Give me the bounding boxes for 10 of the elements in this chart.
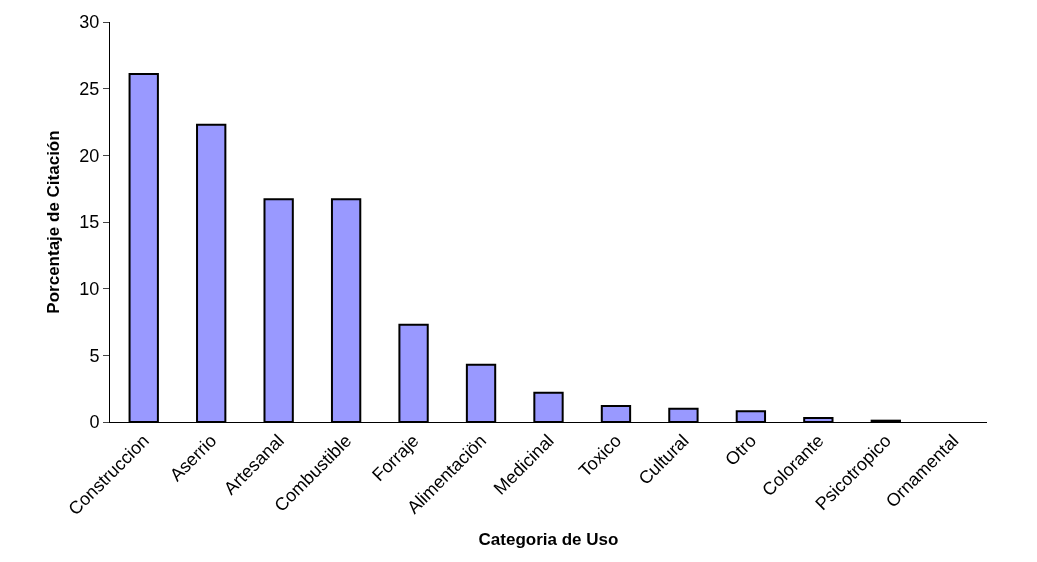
- x-tick-label: Otro: [721, 430, 761, 470]
- y-tick-label: 15: [79, 212, 100, 233]
- y-tick-label: 0: [89, 412, 100, 433]
- y-tick-label: 10: [79, 278, 100, 299]
- y-tick-label: 20: [79, 145, 100, 166]
- y-axis-title: Porcentaje de Citación: [43, 130, 63, 314]
- y-tick-label: 5: [89, 345, 100, 366]
- y-tick-label: 30: [79, 12, 100, 33]
- y-tick-label: 25: [79, 78, 100, 99]
- x-axis-title: Categoria de Uso: [478, 530, 619, 550]
